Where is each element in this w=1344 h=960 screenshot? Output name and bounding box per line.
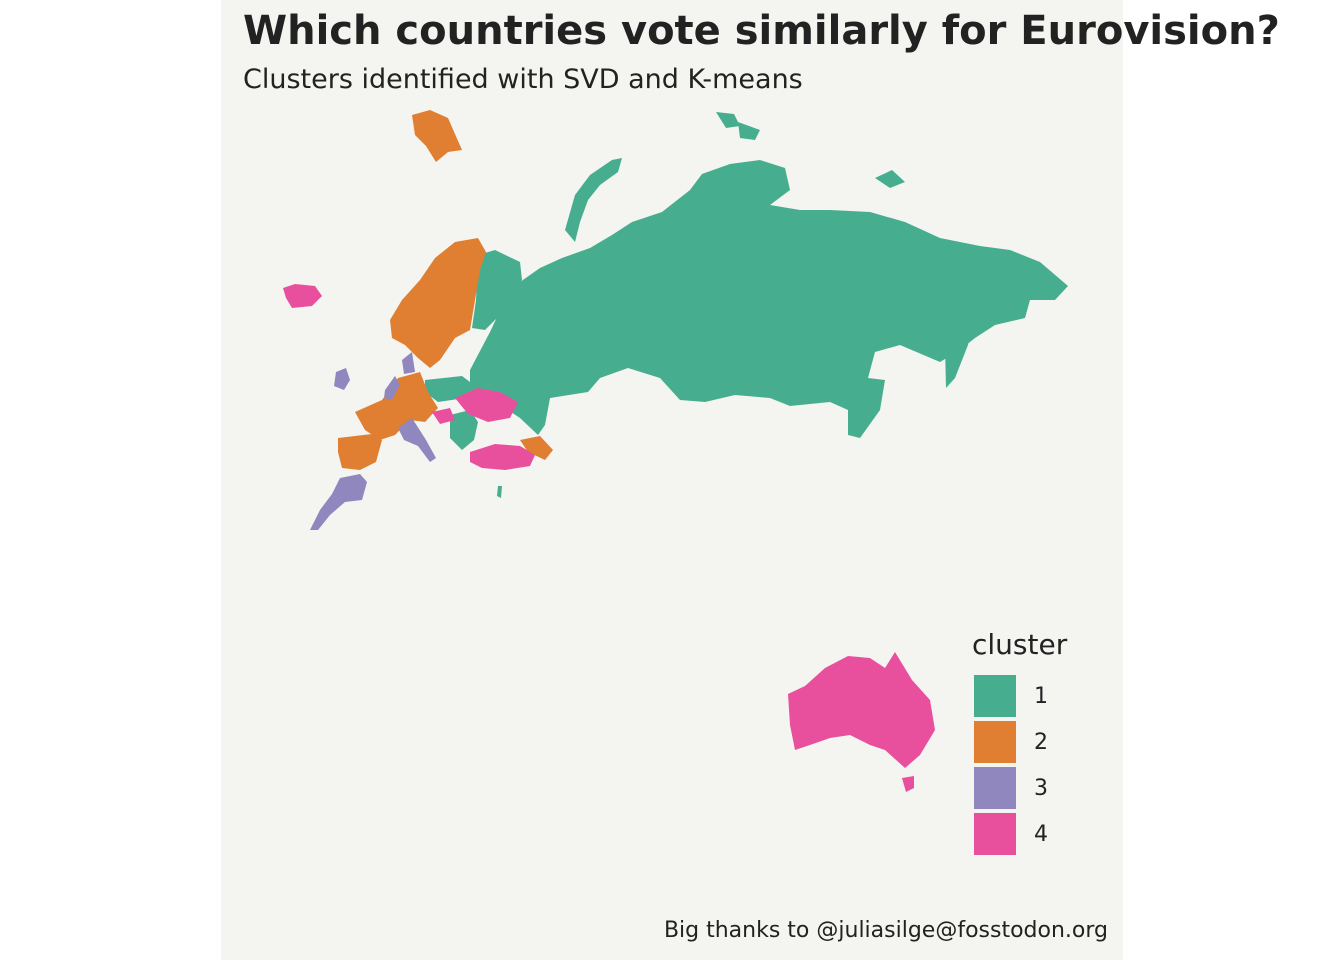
legend-label-1: 1	[1034, 683, 1048, 709]
region-portugal-coast	[310, 474, 367, 530]
region-balkan	[432, 408, 455, 424]
page-subtitle: Clusters identified with SVD and K-means	[243, 64, 803, 95]
caption: Big thanks to @juliasilge@fosstodon.org	[663, 918, 1108, 943]
region-ukraine	[455, 388, 518, 422]
region-tasmania	[902, 776, 914, 792]
region-kamchatka-islands	[875, 170, 905, 188]
region-crete	[497, 486, 502, 498]
region-franz-josef	[716, 112, 760, 140]
legend-swatch-2	[974, 721, 1016, 763]
region-australia	[788, 652, 935, 768]
region-italy	[398, 418, 436, 462]
region-scandinavia	[390, 238, 486, 368]
legend-label-4: 4	[1034, 821, 1048, 847]
plot-panel	[221, 0, 1123, 960]
region-iceland	[283, 284, 322, 308]
legend-swatch-4	[974, 813, 1016, 855]
legend-swatch-1	[974, 675, 1016, 717]
region-finland	[472, 250, 522, 330]
region-east-europe-2	[450, 410, 478, 450]
page-title: Which countries vote similarly for Eurov…	[243, 8, 1280, 54]
region-novaya-zemlya	[565, 158, 622, 242]
region-denmark	[402, 352, 415, 374]
region-central-europe	[355, 372, 438, 440]
region-russia	[470, 160, 1068, 438]
legend-item-3: 3	[972, 765, 1067, 811]
region-svalbard	[412, 110, 462, 162]
legend-title: cluster	[972, 628, 1068, 661]
legend-label-3: 3	[1034, 775, 1048, 801]
legend-item-4: 4	[972, 811, 1067, 857]
legend: cluster 1 2 3 4	[972, 628, 1067, 857]
legend-item-1: 1	[972, 673, 1067, 719]
legend-item-2: 2	[972, 719, 1067, 765]
region-sakhalin	[945, 322, 972, 388]
region-caucasus	[520, 436, 553, 460]
region-uk	[384, 376, 400, 400]
region-iberia	[338, 434, 382, 470]
legend-label-2: 2	[1034, 729, 1048, 755]
region-turkey	[470, 444, 535, 470]
region-ireland	[334, 368, 350, 390]
legend-swatch-3	[974, 767, 1016, 809]
